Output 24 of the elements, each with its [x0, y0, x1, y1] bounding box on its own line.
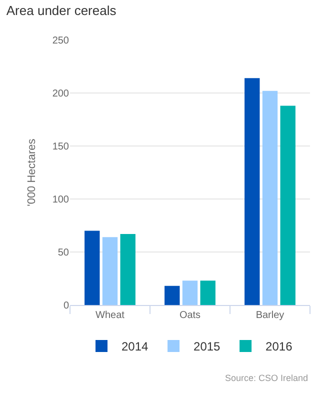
y-tick-label: 200 [52, 88, 70, 100]
bar [120, 234, 136, 305]
y-tick-label: 0 [63, 300, 70, 312]
bar [262, 90, 278, 305]
bar [182, 280, 198, 305]
bar [102, 237, 118, 305]
source-note: Source: CSO Ireland [225, 373, 308, 383]
bar [280, 106, 296, 305]
bar [244, 78, 260, 305]
y-tick-label: 250 [52, 36, 70, 46]
bar [200, 280, 216, 305]
legend-label: 2016 [266, 340, 293, 354]
legend-label: 2014 [122, 340, 149, 354]
x-tick-label: Oats [179, 310, 201, 321]
chart-title: Area under cereals [6, 3, 117, 18]
x-tick-label: Wheat [96, 310, 125, 321]
bar [164, 286, 180, 305]
x-tick-label: Barley [256, 310, 284, 321]
y-tick-label: 150 [52, 142, 70, 152]
y-tick-label: 50 [58, 248, 70, 258]
legend-label: 2015 [194, 340, 221, 354]
bar [84, 230, 100, 305]
y-axis-title: '000 Hectares [26, 138, 38, 206]
y-tick-label: 100 [52, 194, 70, 206]
